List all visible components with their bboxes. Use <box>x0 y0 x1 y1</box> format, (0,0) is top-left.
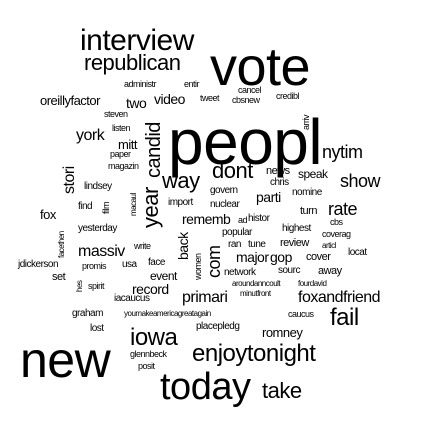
word-news: news <box>266 165 290 177</box>
word-show: show <box>340 171 381 191</box>
word-cancel: cancel <box>238 85 262 95</box>
word-promis: promis <box>82 261 107 271</box>
word-speak: speak <box>298 167 328 181</box>
word-stori: stori <box>61 166 78 194</box>
word-dont: dont <box>212 158 253 183</box>
word-new: new <box>20 332 111 388</box>
word-com: com <box>204 245 224 278</box>
word-tune: tune <box>248 239 266 250</box>
word-histor: histor <box>248 213 270 224</box>
word-youmakeamericagreatagain: youmakeamericagreatagain <box>124 309 211 318</box>
word-magazin: magazin <box>108 161 139 171</box>
word-candid: candid <box>143 122 165 178</box>
word-placepledg: placepledg <box>196 321 240 332</box>
word-york: york <box>76 127 105 144</box>
word-graham: graham <box>72 308 103 319</box>
word-nuclear: nuclear <box>210 199 240 210</box>
word-gop: gop <box>270 249 292 265</box>
word-rememb: rememb <box>182 211 231 227</box>
word-primari: primari <box>182 289 228 306</box>
word-away: away <box>318 265 342 277</box>
word-nomine: nomine <box>292 187 322 198</box>
word-republican: republican <box>84 50 181 75</box>
word-credibl: credibl <box>276 91 300 101</box>
word-spirit: spirit <box>88 281 105 291</box>
word-two: two <box>126 95 147 111</box>
word-massiv: massiv <box>78 243 125 260</box>
word-cbsnew: cbsnew <box>232 95 260 105</box>
word-usa: usa <box>122 259 137 270</box>
word-review: review <box>280 237 309 249</box>
word-iacaucus: iacaucus <box>114 293 150 304</box>
word-record: record <box>132 281 169 297</box>
word-find: find <box>78 201 93 212</box>
word-import: import <box>168 197 193 208</box>
word-tweet: tweet <box>200 93 220 103</box>
word-women: women <box>193 253 203 280</box>
word-network: network <box>224 267 256 278</box>
word-major: major <box>236 249 269 265</box>
word-peopl: peopl <box>168 106 323 178</box>
word-locat: locat <box>348 247 367 258</box>
word-macaul: macaul <box>129 193 138 216</box>
word-administr: administr <box>124 79 157 89</box>
word-listen: listen <box>112 123 131 133</box>
word-ad: ad <box>238 215 248 225</box>
word-parti: parti <box>256 189 281 205</box>
word-nytim: nytim <box>322 142 363 162</box>
word-facethen: facethen <box>57 231 66 258</box>
word-enjoytonight: enjoytonight <box>192 340 316 367</box>
word-interview: interview <box>80 24 194 57</box>
word-oreillyfactor: oreillyfactor <box>40 93 100 108</box>
word-face: face <box>148 257 165 268</box>
word-paper: paper <box>110 149 131 159</box>
word-hes: hes <box>75 280 84 292</box>
word-turn: turn <box>300 205 317 217</box>
word-yesterday: yesterday <box>78 223 117 234</box>
word-posit: posit <box>138 361 155 371</box>
word-glennbeck: glennbeck <box>130 349 167 359</box>
word-today: today <box>160 366 251 408</box>
word-way: way <box>162 168 200 193</box>
word-set: set <box>52 271 66 283</box>
word-steven: steven <box>104 109 128 119</box>
word-fourdavid: fourdavid <box>298 279 327 288</box>
word-caucus: caucus <box>288 309 314 319</box>
word-film: film <box>101 202 111 214</box>
word-vote: vote <box>210 37 311 97</box>
word-write: write <box>134 241 151 251</box>
word-aroundanncoult: aroundanncoult <box>232 279 281 288</box>
word-fail: fail <box>330 304 359 331</box>
word-year: year <box>138 187 163 228</box>
word-jdickerson: jdickerson <box>18 259 59 270</box>
word-event: event <box>150 269 177 283</box>
word-arriv: arriv <box>301 115 311 130</box>
word-minutfront: minutfront <box>240 289 271 298</box>
word-cbs: cbs <box>330 217 343 227</box>
word-ran: ran <box>228 239 241 250</box>
word-fox: fox <box>40 207 56 222</box>
word-highest: highest <box>282 223 311 234</box>
word-coverag: coverag <box>322 229 351 239</box>
word-mitt: mitt <box>118 137 137 152</box>
word-foxandfriend: foxandfriend <box>298 289 381 306</box>
word-cover: cover <box>306 251 331 263</box>
word-articl: articl <box>322 241 336 250</box>
word-lindsey: lindsey <box>84 181 112 192</box>
word-sourc: sourc <box>278 265 300 276</box>
word-take: take <box>262 378 302 403</box>
word-romney: romney <box>262 325 303 340</box>
word-entir: entir <box>184 79 200 89</box>
word-lost: lost <box>90 323 104 334</box>
word-back: back <box>175 232 191 260</box>
word-govern: govern <box>210 185 238 196</box>
word-rate: rate <box>328 199 358 219</box>
word-popular: popular <box>222 227 252 238</box>
word-video: video <box>154 91 185 107</box>
word-chris: chris <box>270 177 289 188</box>
word-iowa: iowa <box>130 324 178 351</box>
